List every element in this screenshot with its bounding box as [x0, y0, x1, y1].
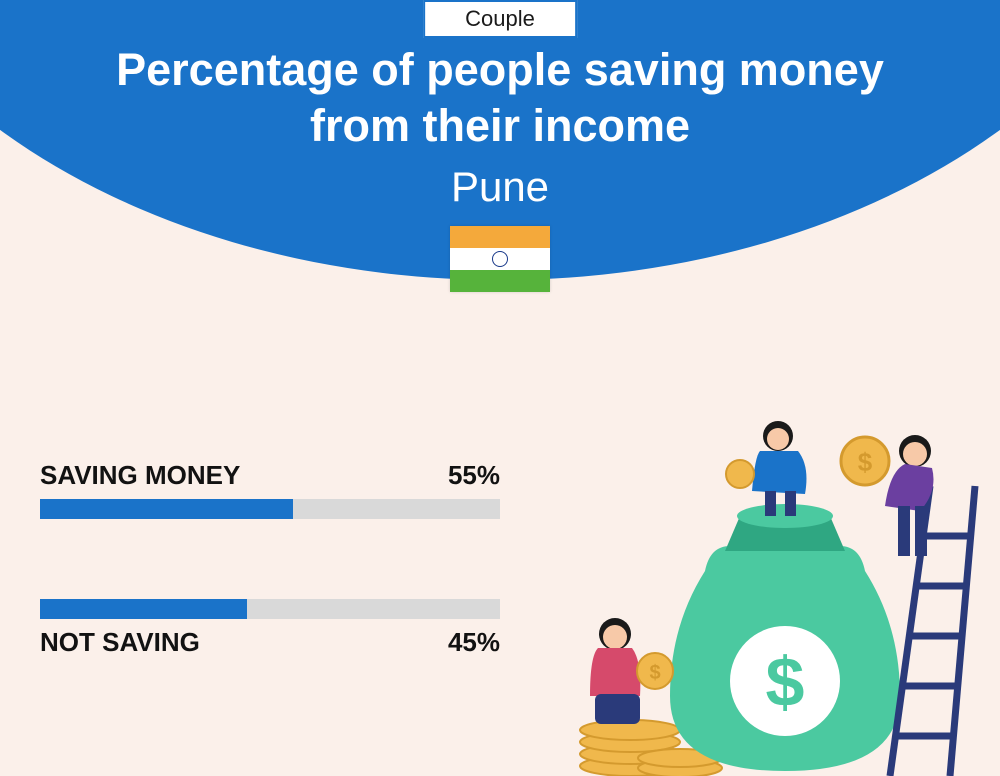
- savings-illustration: $ $ $: [560, 396, 980, 776]
- svg-text:$: $: [649, 662, 660, 684]
- bar-header: NOT SAVING 45%: [40, 627, 500, 658]
- person-top-icon: [726, 421, 806, 516]
- svg-text:$: $: [858, 447, 873, 477]
- title-block: Percentage of people saving money from t…: [0, 42, 1000, 211]
- bar-label: SAVING MONEY: [40, 460, 240, 491]
- title-line1: Percentage of people saving money: [0, 42, 1000, 98]
- category-tab[interactable]: Couple: [423, 0, 577, 38]
- dollar-sign-icon: $: [766, 643, 805, 721]
- city-name: Pune: [0, 163, 1000, 211]
- india-flag-icon: [450, 226, 550, 292]
- money-bag-icon: $: [670, 504, 900, 771]
- bar-fill: [40, 599, 247, 619]
- bar-saving: SAVING MONEY 55%: [40, 460, 500, 519]
- bar-track: [40, 599, 500, 619]
- title-line2: from their income: [0, 98, 1000, 154]
- bar-fill: [40, 499, 293, 519]
- bar-track: [40, 499, 500, 519]
- person-ladder-icon: $: [841, 435, 934, 556]
- bar-label: NOT SAVING: [40, 627, 200, 658]
- bar-value: 55%: [448, 460, 500, 491]
- flag-green: [450, 270, 550, 292]
- bars-container: SAVING MONEY 55% NOT SAVING 45%: [40, 460, 500, 738]
- person-sitting-icon: $: [590, 618, 673, 724]
- flag-chakra-icon: [492, 251, 508, 267]
- bar-header: SAVING MONEY 55%: [40, 460, 500, 491]
- bar-value: 45%: [448, 627, 500, 658]
- tab-label: Couple: [465, 6, 535, 31]
- bar-not-saving: NOT SAVING 45%: [40, 599, 500, 658]
- flag-white: [450, 248, 550, 270]
- flag-saffron: [450, 226, 550, 248]
